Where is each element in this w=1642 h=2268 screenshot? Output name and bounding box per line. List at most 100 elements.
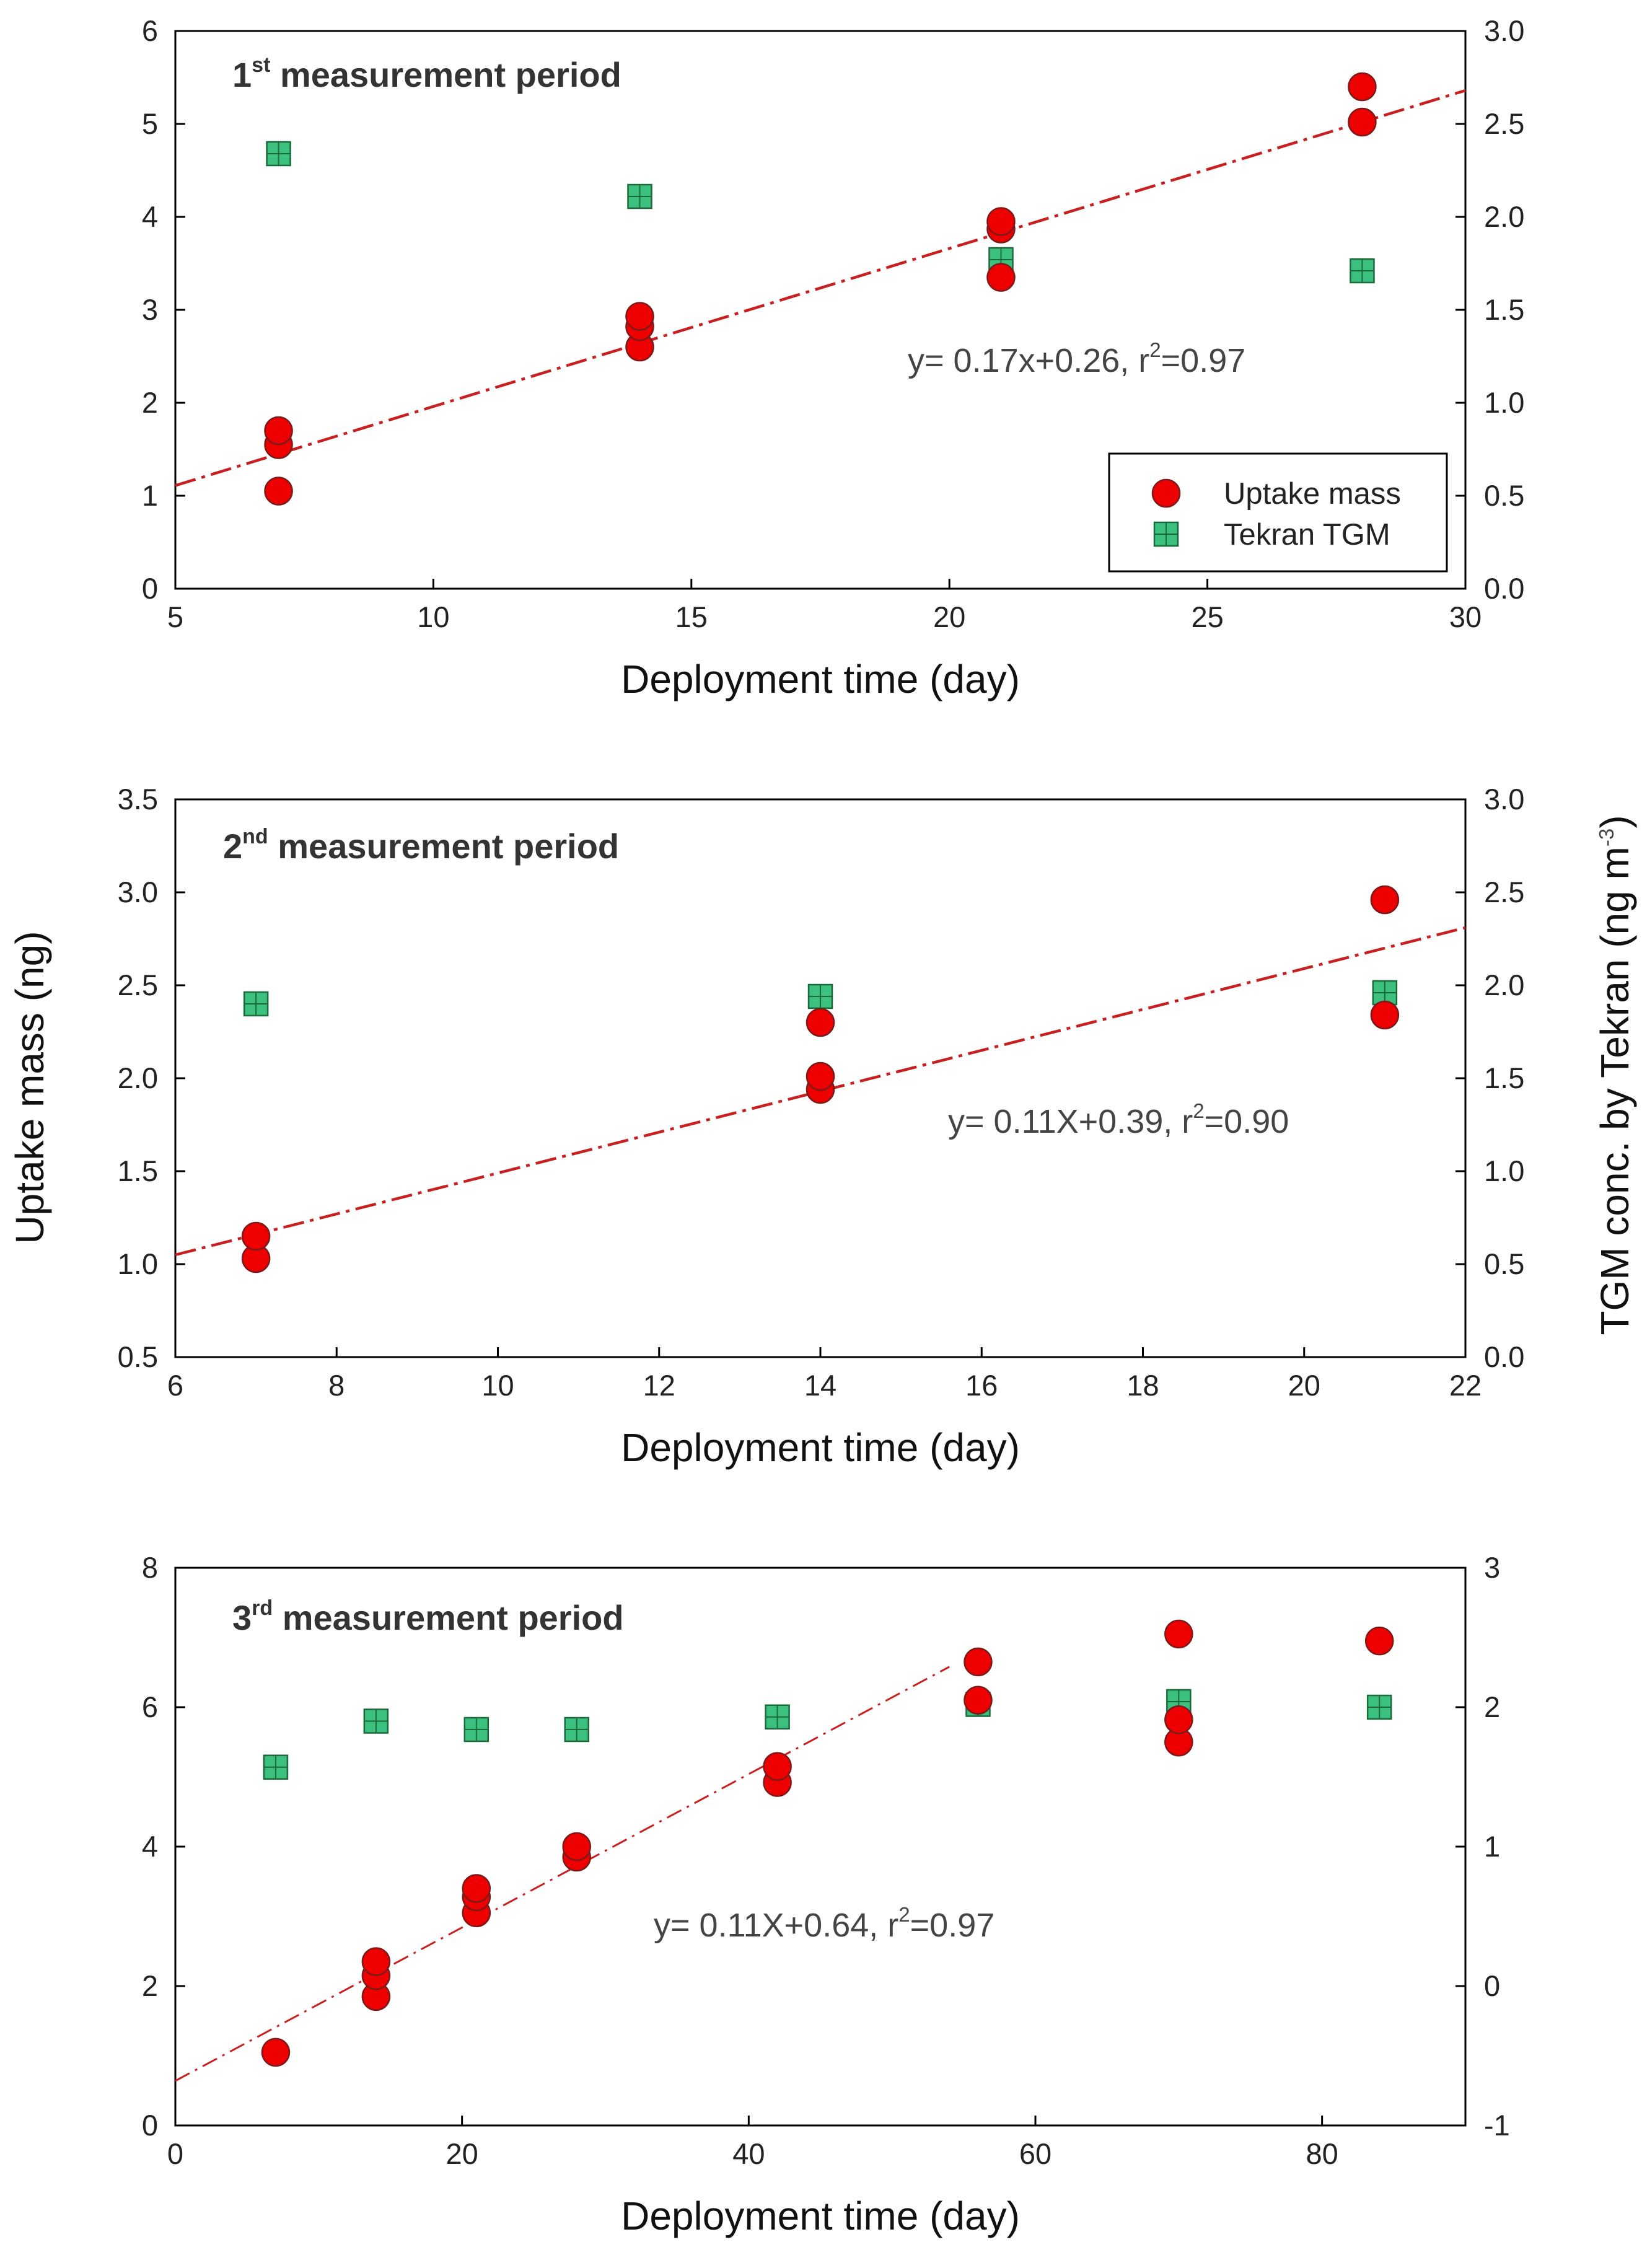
y-tick-label: 6 [142, 14, 158, 47]
y-tick-label: 2.0 [118, 1061, 158, 1094]
uptake-point [241, 1221, 271, 1251]
uptake-point [361, 1947, 391, 1976]
y-right-tick-label: 2 [1484, 1690, 1500, 1723]
legend: Uptake mass Tekran TGM [1108, 452, 1448, 573]
panel-1: 5 10 15 20 25 30 0 1 2 3 4 5 6 0.0 0.5 1.0 1.5 2.0 2.5 3.0 D… [142, 14, 1524, 701]
panel-2: 6 8 10 12 14 16 18 20 22 0.5 1.0 1.5 2.0 2.5 3.0 3.5 0.0… [118, 783, 1525, 1470]
y-tick-label: 4 [142, 1830, 158, 1863]
uptake-point [1348, 107, 1377, 137]
y-right-tick-label: 1.5 [1484, 1061, 1524, 1094]
y-right-tick-label: 0.5 [1484, 1247, 1524, 1280]
uptake-point [964, 1647, 993, 1677]
uptake-point [462, 1874, 491, 1903]
regression-line [175, 89, 1466, 487]
y-tick-label: 6 [142, 1690, 158, 1723]
y-tick-label: 1.0 [118, 1247, 158, 1280]
x-tick-label: 5 [167, 600, 183, 633]
x-tick-label: 6 [167, 1369, 183, 1402]
x-tick-label: 8 [328, 1369, 345, 1402]
uptake-point [1348, 72, 1377, 102]
x-tick-label: 25 [1191, 600, 1223, 633]
y-tick-label: 1.5 [118, 1154, 158, 1187]
y-tick-label: 8 [142, 1551, 158, 1584]
y-axis-label-right: TGM conc. by Tekran (ng m-3) [1592, 815, 1637, 1335]
regression-equation: y= 0.11X+0.39, r2=0.90 [948, 1099, 1289, 1140]
y-tick-label: 1 [142, 479, 158, 512]
regression-line [175, 926, 1466, 1257]
uptake-point [1370, 1000, 1400, 1030]
y-tick-label: 0 [142, 2109, 158, 2142]
uptake-point [986, 207, 1016, 236]
y-right-tick-label: 0.5 [1484, 479, 1524, 512]
uptake-point [261, 2037, 291, 2067]
x-tick-label: 0 [167, 2137, 183, 2170]
y-right-tick-label: 3.0 [1484, 783, 1524, 815]
y-right-tick-label: -1 [1484, 2109, 1510, 2142]
y-tick-label: 3.0 [118, 876, 158, 908]
plot-frame [174, 1567, 1467, 2127]
regression-line [175, 1666, 950, 2082]
uptake-point [806, 1061, 835, 1091]
x-tick-label: 12 [643, 1369, 675, 1402]
uptake-point [1164, 1705, 1193, 1734]
x-tick-label: 20 [933, 600, 965, 633]
y-right-tick-label: 0.0 [1484, 1340, 1524, 1373]
panel-title: 3rd measurement period [232, 1596, 624, 1637]
y-tick-label: 0 [142, 572, 158, 605]
uptake-point [562, 1832, 591, 1861]
y-right-tick-label: 2.5 [1484, 107, 1524, 140]
x-axis-label: Deployment time (day) [621, 657, 1020, 701]
uptake-point [964, 1686, 993, 1715]
y-right-tick-label: 2.0 [1484, 969, 1524, 1001]
x-tick-label: 15 [675, 600, 708, 633]
legend-tekran-label: Tekran TGM [1224, 518, 1390, 552]
x-tick-label: 10 [481, 1369, 514, 1402]
x-axis-label: Deployment time (day) [621, 2194, 1020, 2238]
x-tick-label: 14 [804, 1369, 836, 1402]
x-tick-label: 30 [1449, 600, 1482, 633]
legend-box [1108, 452, 1448, 573]
panel-3: 0 20 40 60 80 0 2 4 6 8 -1 0 1 2 3 Deployment time (day… [142, 1551, 1510, 2238]
y-right-tick-label: 2.0 [1484, 200, 1524, 233]
uptake-point [763, 1752, 792, 1781]
legend-uptake-marker [1151, 478, 1181, 508]
y-tick-label: 5 [142, 107, 158, 140]
y-tick-label: 2 [142, 386, 158, 419]
x-tick-label: 16 [965, 1369, 998, 1402]
y-right-tick-label: 0 [1484, 1969, 1500, 2002]
legend-uptake-label: Uptake mass [1224, 477, 1401, 511]
uptake-point [1364, 1626, 1394, 1656]
uptake-point [1370, 885, 1400, 915]
regression-equation: y= 0.11X+0.64, r2=0.97 [654, 1903, 994, 1944]
y-right-tick-label: 1.5 [1484, 293, 1524, 326]
x-tick-label: 20 [446, 2137, 478, 2170]
y-right-tick-label: 0.0 [1484, 572, 1524, 605]
y-right-tick-label: 1.0 [1484, 1154, 1524, 1187]
y-right-tick-label: 1 [1484, 1830, 1500, 1863]
uptake-point [986, 263, 1016, 292]
panel-title: 1st measurement period [232, 53, 621, 94]
y-tick-label: 3.5 [118, 783, 158, 815]
y-tick-label: 3 [142, 293, 158, 326]
uptake-point [806, 1008, 835, 1037]
y-right-tick-label: 3.0 [1484, 14, 1524, 47]
x-tick-label: 40 [732, 2137, 765, 2170]
uptake-point [264, 416, 293, 446]
y-tick-label: 2 [142, 1969, 158, 2002]
y-tick-label: 4 [142, 200, 158, 233]
panel-title: 2nd measurement period [223, 825, 619, 866]
x-tick-label: 60 [1019, 2137, 1051, 2170]
x-tick-label: 20 [1288, 1369, 1320, 1402]
y-right-tick-label: 1.0 [1484, 386, 1524, 419]
uptake-point [1164, 1619, 1193, 1649]
y-axis-label-left: Uptake mass (ng) [7, 931, 52, 1244]
y-tick-label: 0.5 [118, 1340, 158, 1373]
regression-equation: y= 0.17x+0.26, r2=0.97 [908, 338, 1245, 379]
x-tick-label: 80 [1306, 2137, 1338, 2170]
y-right-tick-label: 2.5 [1484, 876, 1524, 908]
y-right-tick-label: 3 [1484, 1551, 1500, 1584]
y-tick-label: 2.5 [118, 969, 158, 1001]
uptake-point [625, 302, 654, 331]
x-axis-label: Deployment time (day) [621, 1425, 1020, 1470]
